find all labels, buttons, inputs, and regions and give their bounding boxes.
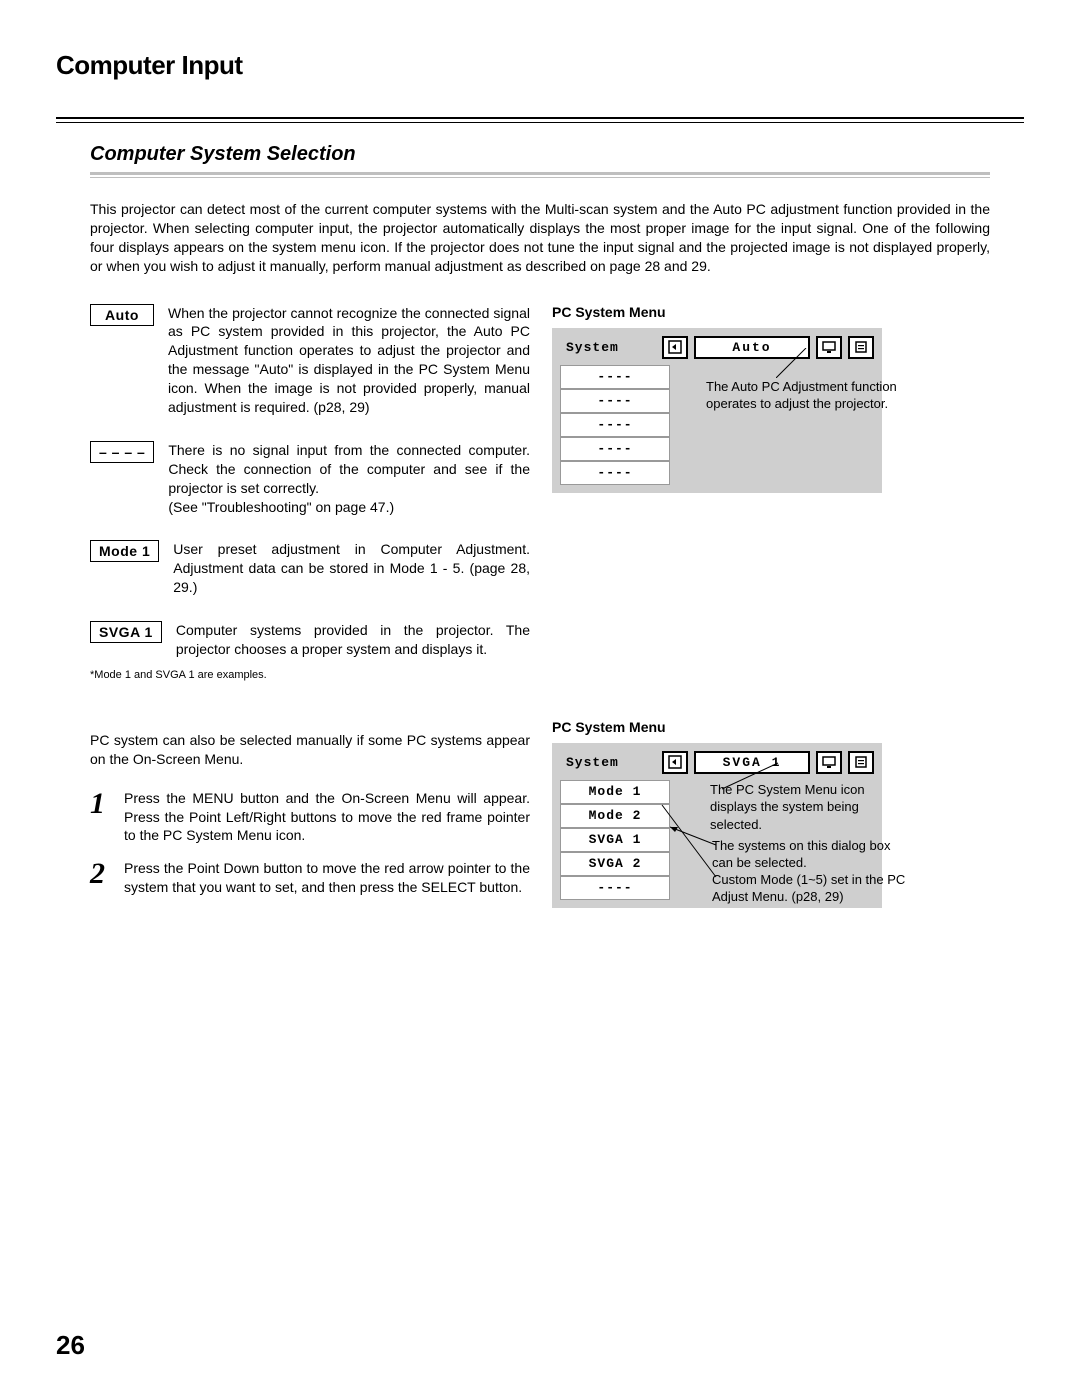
definition-text: There is no signal input from the connec…	[168, 441, 530, 517]
menu-list: ---- ---- ---- ---- ----	[560, 365, 670, 485]
menu-item[interactable]: ----	[560, 413, 670, 437]
tag-svga1: SVGA 1	[90, 621, 162, 643]
step-text: Press the MENU button and the On-Screen …	[124, 789, 530, 846]
footnote: *Mode 1 and SVGA 1 are examples.	[90, 669, 530, 681]
definition-row: Mode 1 User preset adjustment in Compute…	[90, 540, 530, 597]
menu-icon[interactable]	[848, 336, 874, 359]
section-rule	[90, 172, 990, 178]
pc-system-menu-svga: PC System Menu System SVGA 1	[552, 719, 990, 908]
menu-item[interactable]: SVGA 1	[560, 828, 670, 852]
monitor-icon[interactable]	[816, 751, 842, 774]
definition-text: When the projector cannot recognize the …	[168, 304, 530, 417]
menu-annotation: The PC System Menu icon displays the sys…	[710, 781, 910, 834]
menu-annotation: The systems on this dialog box can be se…	[712, 837, 912, 872]
step-number: 1	[90, 789, 124, 819]
intro-paragraph: This projector can detect most of the cu…	[90, 200, 990, 276]
system-label: System	[560, 751, 656, 774]
step-text: Press the Point Down button to move the …	[124, 859, 530, 897]
back-icon[interactable]	[662, 336, 688, 359]
menu-item[interactable]: ----	[560, 876, 670, 900]
page-number: 26	[56, 1330, 85, 1361]
definition-row: – – – – There is no signal input from th…	[90, 441, 530, 517]
menu-item[interactable]: Mode 2	[560, 804, 670, 828]
tag-auto: Auto	[90, 304, 154, 326]
step-number: 2	[90, 859, 124, 889]
menu-item[interactable]: ----	[560, 389, 670, 413]
pc-system-menu-auto: PC System Menu System Auto	[552, 304, 990, 493]
menu-item[interactable]: Mode 1	[560, 780, 670, 804]
menu-item[interactable]: ----	[560, 461, 670, 485]
chapter-title: Computer Input	[56, 50, 1024, 81]
definition-row: Auto When the projector cannot recognize…	[90, 304, 530, 417]
menu-annotation: Custom Mode (1~5) set in the PC Adjust M…	[712, 871, 922, 906]
step-row: 2 Press the Point Down button to move th…	[90, 859, 530, 897]
menu-item[interactable]: ----	[560, 365, 670, 389]
section-heading: Computer System Selection	[90, 143, 990, 166]
definition-row: SVGA 1 Computer systems provided in the …	[90, 621, 530, 659]
menu-item[interactable]: ----	[560, 437, 670, 461]
mode-display: SVGA 1	[694, 751, 810, 774]
menu-title: PC System Menu	[552, 304, 990, 320]
step-row: 1 Press the MENU button and the On-Scree…	[90, 789, 530, 846]
tag-blank: – – – –	[90, 441, 154, 463]
definition-text: User preset adjustment in Computer Adjus…	[173, 540, 530, 597]
monitor-icon[interactable]	[816, 336, 842, 359]
definition-text: Computer systems provided in the project…	[176, 621, 530, 659]
menu-title: PC System Menu	[552, 719, 990, 735]
back-icon[interactable]	[662, 751, 688, 774]
menu-annotation: The Auto PC Adjustment function operates…	[706, 378, 906, 413]
menu-list: Mode 1 Mode 2 SVGA 1 SVGA 2 ----	[560, 780, 670, 900]
menu-item[interactable]: SVGA 2	[560, 852, 670, 876]
system-label: System	[560, 336, 656, 359]
tag-mode1: Mode 1	[90, 540, 159, 562]
manual-intro: PC system can also be selected manually …	[90, 731, 530, 769]
menu-icon[interactable]	[848, 751, 874, 774]
